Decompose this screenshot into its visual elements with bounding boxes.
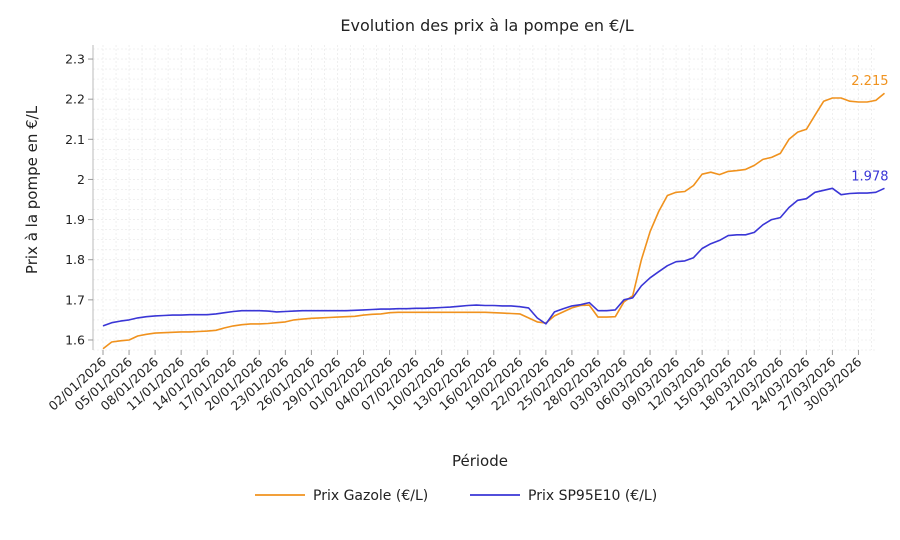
y-tick-label: 1.7 xyxy=(65,292,85,307)
grid-layer xyxy=(93,45,875,351)
y-tick-label: 1.8 xyxy=(65,252,85,267)
series-line-gazole xyxy=(102,92,886,350)
y-tick-label: 2.2 xyxy=(65,92,85,107)
y-axis-label: Prix à la pompe en €/L xyxy=(23,105,41,274)
end-label-layer: 2.215 1.978 xyxy=(851,74,888,184)
y-tick-layer: 1.6 1.7 1.8 1.9 2 2.1 2.2 2.3 xyxy=(65,52,93,347)
chart-title: Evolution des prix à la pompe en €/L xyxy=(340,16,633,35)
legend-label-sp95e10: Prix SP95E10 (€/L) xyxy=(528,488,657,504)
y-tick-label: 1.9 xyxy=(65,212,85,227)
y-tick-label: 2 xyxy=(77,172,85,187)
y-tick-label: 2.3 xyxy=(65,52,85,67)
y-tick-label: 2.1 xyxy=(65,132,85,147)
end-label-sp95e10: 1.978 xyxy=(851,169,888,184)
x-axis-label: Période xyxy=(452,452,508,470)
end-label-gazole: 2.215 xyxy=(851,74,888,89)
legend-label-gazole: Prix Gazole (€/L) xyxy=(313,488,428,504)
series-line-sp95e10 xyxy=(102,187,885,327)
x-tick-layer: 02/01/202605/01/202608/01/202611/01/2026… xyxy=(45,350,864,413)
y-tick-label: 1.6 xyxy=(65,332,85,347)
series-layer xyxy=(102,92,886,350)
legend: Prix Gazole (€/L) Prix SP95E10 (€/L) xyxy=(255,488,657,504)
